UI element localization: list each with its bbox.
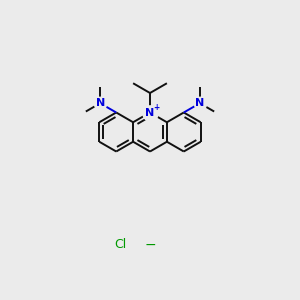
Text: N: N (195, 98, 204, 108)
Text: Cl: Cl (114, 238, 126, 251)
Text: +: + (153, 103, 159, 112)
Text: N: N (96, 98, 105, 108)
Text: N: N (146, 107, 154, 118)
Text: −: − (144, 238, 156, 251)
